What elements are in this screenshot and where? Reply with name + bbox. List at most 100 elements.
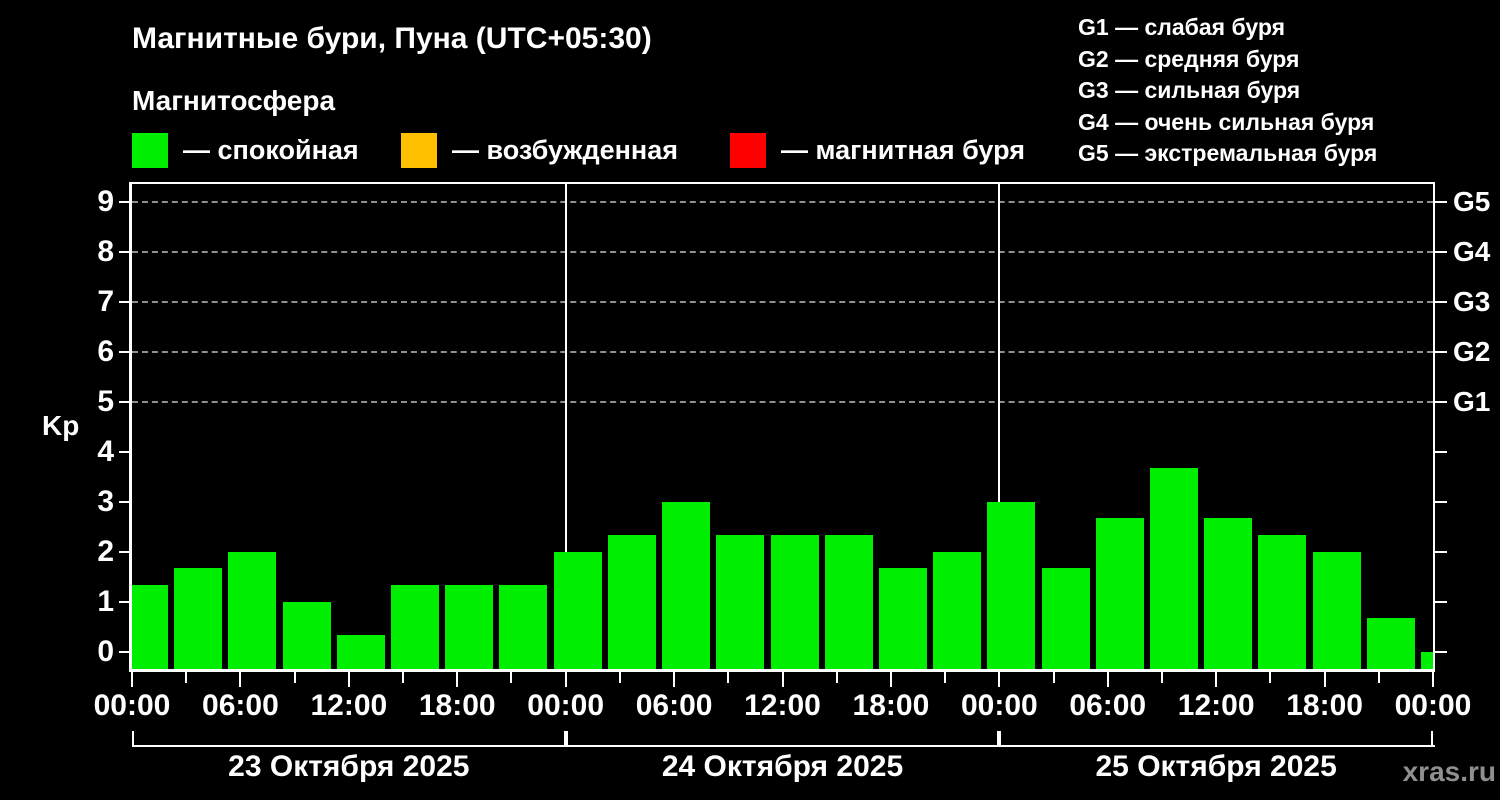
x-axis-major-tick xyxy=(998,672,1001,687)
legend-swatch-excited xyxy=(401,132,437,168)
time-label: 06:00 xyxy=(635,689,713,722)
kp-bar xyxy=(499,585,548,669)
y-axis-tick-left xyxy=(119,650,129,653)
time-label: 18:00 xyxy=(852,689,930,722)
legend-item-excited: — возбужденная xyxy=(401,132,678,168)
kp-bar xyxy=(662,501,711,669)
x-axis-minor-tick xyxy=(727,672,730,683)
y-axis-tick-right xyxy=(1435,650,1447,653)
y-axis-tick-right xyxy=(1435,301,1447,304)
g-level-label-g4: G4 xyxy=(1453,236,1491,268)
y-axis-label: 7 xyxy=(97,285,114,319)
x-axis-minor-tick xyxy=(402,672,405,683)
date-label: 25 Октября 2025 xyxy=(1095,750,1337,783)
y-axis-tick-right xyxy=(1435,201,1447,204)
x-axis-major-tick xyxy=(673,672,676,687)
y-axis-label: 8 xyxy=(97,235,114,269)
kp-bar xyxy=(770,535,819,669)
y-axis-tick-left xyxy=(119,500,129,503)
kp-bar xyxy=(1421,651,1433,669)
kp-bar xyxy=(445,585,494,669)
g-level-label-g3: G3 xyxy=(1453,286,1491,318)
y-axis-tick-left xyxy=(119,251,129,254)
storm-scale-line-g4: G4 — очень сильная буря xyxy=(1078,108,1375,135)
legend-item-quiet: — спокойная xyxy=(132,132,359,168)
y-axis-label: 1 xyxy=(97,584,114,618)
gridline-kp9 xyxy=(132,201,1433,204)
y-axis-label: 0 xyxy=(97,634,114,668)
y-axis-label: 2 xyxy=(97,534,114,568)
kp-bar xyxy=(1312,551,1361,669)
kp-bar xyxy=(174,568,223,669)
gridline-kp8 xyxy=(132,251,1433,254)
y-axis-tick-right xyxy=(1435,550,1447,553)
storm-scale-line-g5: G5 — экстремальная буря xyxy=(1078,140,1378,166)
kp-bar xyxy=(1041,568,1090,669)
kp-bar xyxy=(228,551,277,669)
day-bracket-tick xyxy=(565,731,568,745)
x-axis-minor-tick xyxy=(1052,672,1055,683)
y-axis-tick-left xyxy=(119,550,129,553)
x-axis-minor-tick xyxy=(293,672,296,683)
time-label: 00:00 xyxy=(93,689,171,722)
day-bracket-tick xyxy=(999,731,1002,745)
kp-bar xyxy=(878,568,927,669)
legend-swatch-storm xyxy=(730,132,766,168)
x-axis-minor-tick xyxy=(618,672,621,683)
legend-label-quiet: — спокойная xyxy=(183,134,359,165)
plot-area xyxy=(129,182,1435,672)
x-axis-major-tick xyxy=(564,672,567,687)
x-axis-minor-tick xyxy=(1377,672,1380,683)
x-axis-minor-tick xyxy=(185,672,188,683)
y-axis-tick-left xyxy=(119,201,129,204)
time-label: 00:00 xyxy=(960,689,1038,722)
watermark: xras.ru xyxy=(1402,756,1496,787)
kp-bar xyxy=(933,551,982,669)
g-level-label-g1: G1 xyxy=(1453,386,1491,418)
x-axis-major-tick xyxy=(781,672,784,687)
day-bracket-tick xyxy=(132,731,134,745)
x-axis-minor-tick xyxy=(510,672,513,683)
kp-bar xyxy=(1204,518,1253,669)
gridline-kp5 xyxy=(132,401,1433,404)
time-label: 18:00 xyxy=(1286,689,1363,722)
y-axis-label: 9 xyxy=(97,185,114,219)
x-axis-major-tick xyxy=(347,672,350,687)
x-axis-major-tick xyxy=(1215,672,1218,687)
y-axis-title: Kp xyxy=(42,410,80,441)
chart-subtitle: Магнитосфера xyxy=(132,85,336,116)
y-axis-label: 3 xyxy=(97,484,114,518)
kp-bar xyxy=(1095,518,1144,669)
time-label: 00:00 xyxy=(1394,689,1472,722)
day-boundary-line xyxy=(564,184,567,669)
legend-item-storm: — магнитная буря xyxy=(730,132,1025,168)
storm-scale-line-g3: G3 — сильная буря xyxy=(1078,77,1301,103)
x-axis-major-tick xyxy=(889,672,892,687)
y-axis-label: 6 xyxy=(97,335,114,369)
day-boundary-line xyxy=(998,184,1001,669)
x-axis-minor-tick xyxy=(1269,672,1272,683)
kp-bar xyxy=(716,535,765,669)
time-label: 12:00 xyxy=(1177,689,1255,722)
time-label: 06:00 xyxy=(1069,689,1147,722)
legend-swatch-quiet xyxy=(132,132,168,168)
y-axis-tick-left xyxy=(119,301,129,304)
kp-bar xyxy=(553,551,602,669)
storm-scale-legend: G1 — слабая буря G2 — средняя буря G3 — … xyxy=(1078,12,1377,170)
y-axis-tick-right xyxy=(1435,600,1447,603)
x-axis-major-tick xyxy=(239,672,242,687)
kp-bar xyxy=(824,535,873,669)
kp-bar xyxy=(987,501,1036,669)
kp-bar xyxy=(391,585,440,669)
day-bracket-tick xyxy=(1431,731,1433,745)
time-label: 18:00 xyxy=(418,689,496,722)
day-bracket-tick xyxy=(563,731,566,745)
kp-bar xyxy=(282,601,331,669)
y-axis-tick-right xyxy=(1435,351,1447,354)
x-axis-minor-tick xyxy=(835,672,838,683)
kp-bar xyxy=(1366,618,1415,669)
x-axis-minor-tick xyxy=(1160,672,1163,683)
gridline-kp6 xyxy=(132,351,1433,354)
kp-bar xyxy=(607,535,656,669)
legend-label-storm: — магнитная буря xyxy=(781,134,1025,165)
